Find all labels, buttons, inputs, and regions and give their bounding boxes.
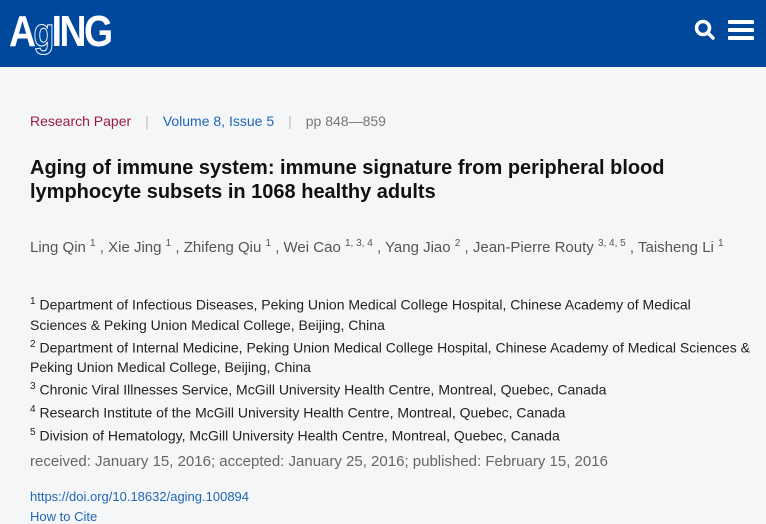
author-affiliation-ref: 1, 3, 4 xyxy=(344,238,373,249)
author[interactable]: Zhifeng Qiu 1 xyxy=(183,238,272,256)
author-list: Ling Qin 1 , Xie Jing 1 , Zhifeng Qiu 1 … xyxy=(30,238,724,256)
author[interactable]: Wei Cao 1, 3, 4 xyxy=(283,238,373,256)
article-title: Aging of immune system: immune signature… xyxy=(30,157,665,203)
site-header: AgING xyxy=(0,0,766,67)
aging-logo[interactable]: AgING xyxy=(9,7,113,56)
accepted-date: accepted: January 25, 2016 xyxy=(219,453,405,470)
menu-icon[interactable] xyxy=(728,20,754,40)
article-type: Research Paper xyxy=(30,113,132,129)
pages: pp 848—859 xyxy=(305,113,386,129)
author[interactable]: Xie Jing 1 xyxy=(108,238,172,256)
author-affiliation-ref: 1 xyxy=(90,238,96,249)
author[interactable]: Taisheng Li 1 xyxy=(637,238,724,256)
affiliation-item: 4 Research Institute of the McGill Unive… xyxy=(30,403,566,421)
search-icon[interactable] xyxy=(694,19,716,41)
dates: received: January 15, 2016; accepted: Ja… xyxy=(30,453,608,470)
author-affiliation-ref: 1 xyxy=(718,238,724,249)
article-meta: Research Paper | Volume 8, Issue 5 | pp … xyxy=(30,113,386,129)
published-date: published: February 15, 2016 xyxy=(412,453,608,470)
affiliation-item: 1 Department of Infectious Diseases, Pek… xyxy=(30,296,691,333)
affiliation-item: 3 Chronic Viral Illnesses Service, McGil… xyxy=(30,381,607,398)
how-to-cite-link[interactable]: How to Cite xyxy=(30,509,98,524)
author[interactable]: Yang Jiao 2 xyxy=(385,238,461,256)
received-date: received: January 15, 2016 xyxy=(30,453,211,470)
doi-link[interactable]: https://doi.org/10.18632/aging.100894 xyxy=(30,489,250,504)
author-affiliation-ref: 1 xyxy=(165,238,172,249)
affiliation-item: 2 Department of Internal Medicine, Pekin… xyxy=(30,338,750,376)
affiliation-item: 5 Division of Hematology, McGill Univers… xyxy=(30,426,560,444)
author[interactable]: Jean-Pierre Routy 3, 4, 5 xyxy=(472,238,626,256)
author-affiliation-ref: 3, 4, 5 xyxy=(597,238,626,249)
author[interactable]: Ling Qin 1 xyxy=(30,238,96,256)
volume-link[interactable]: Volume 8, Issue 5 xyxy=(162,113,275,129)
divider: | xyxy=(145,113,149,129)
author-affiliation-ref: 2 xyxy=(454,238,461,249)
author-affiliation-ref: 1 xyxy=(265,238,272,249)
affiliations: 1 Department of Infectious Diseases, Pek… xyxy=(30,292,750,445)
divider: | xyxy=(288,113,292,129)
